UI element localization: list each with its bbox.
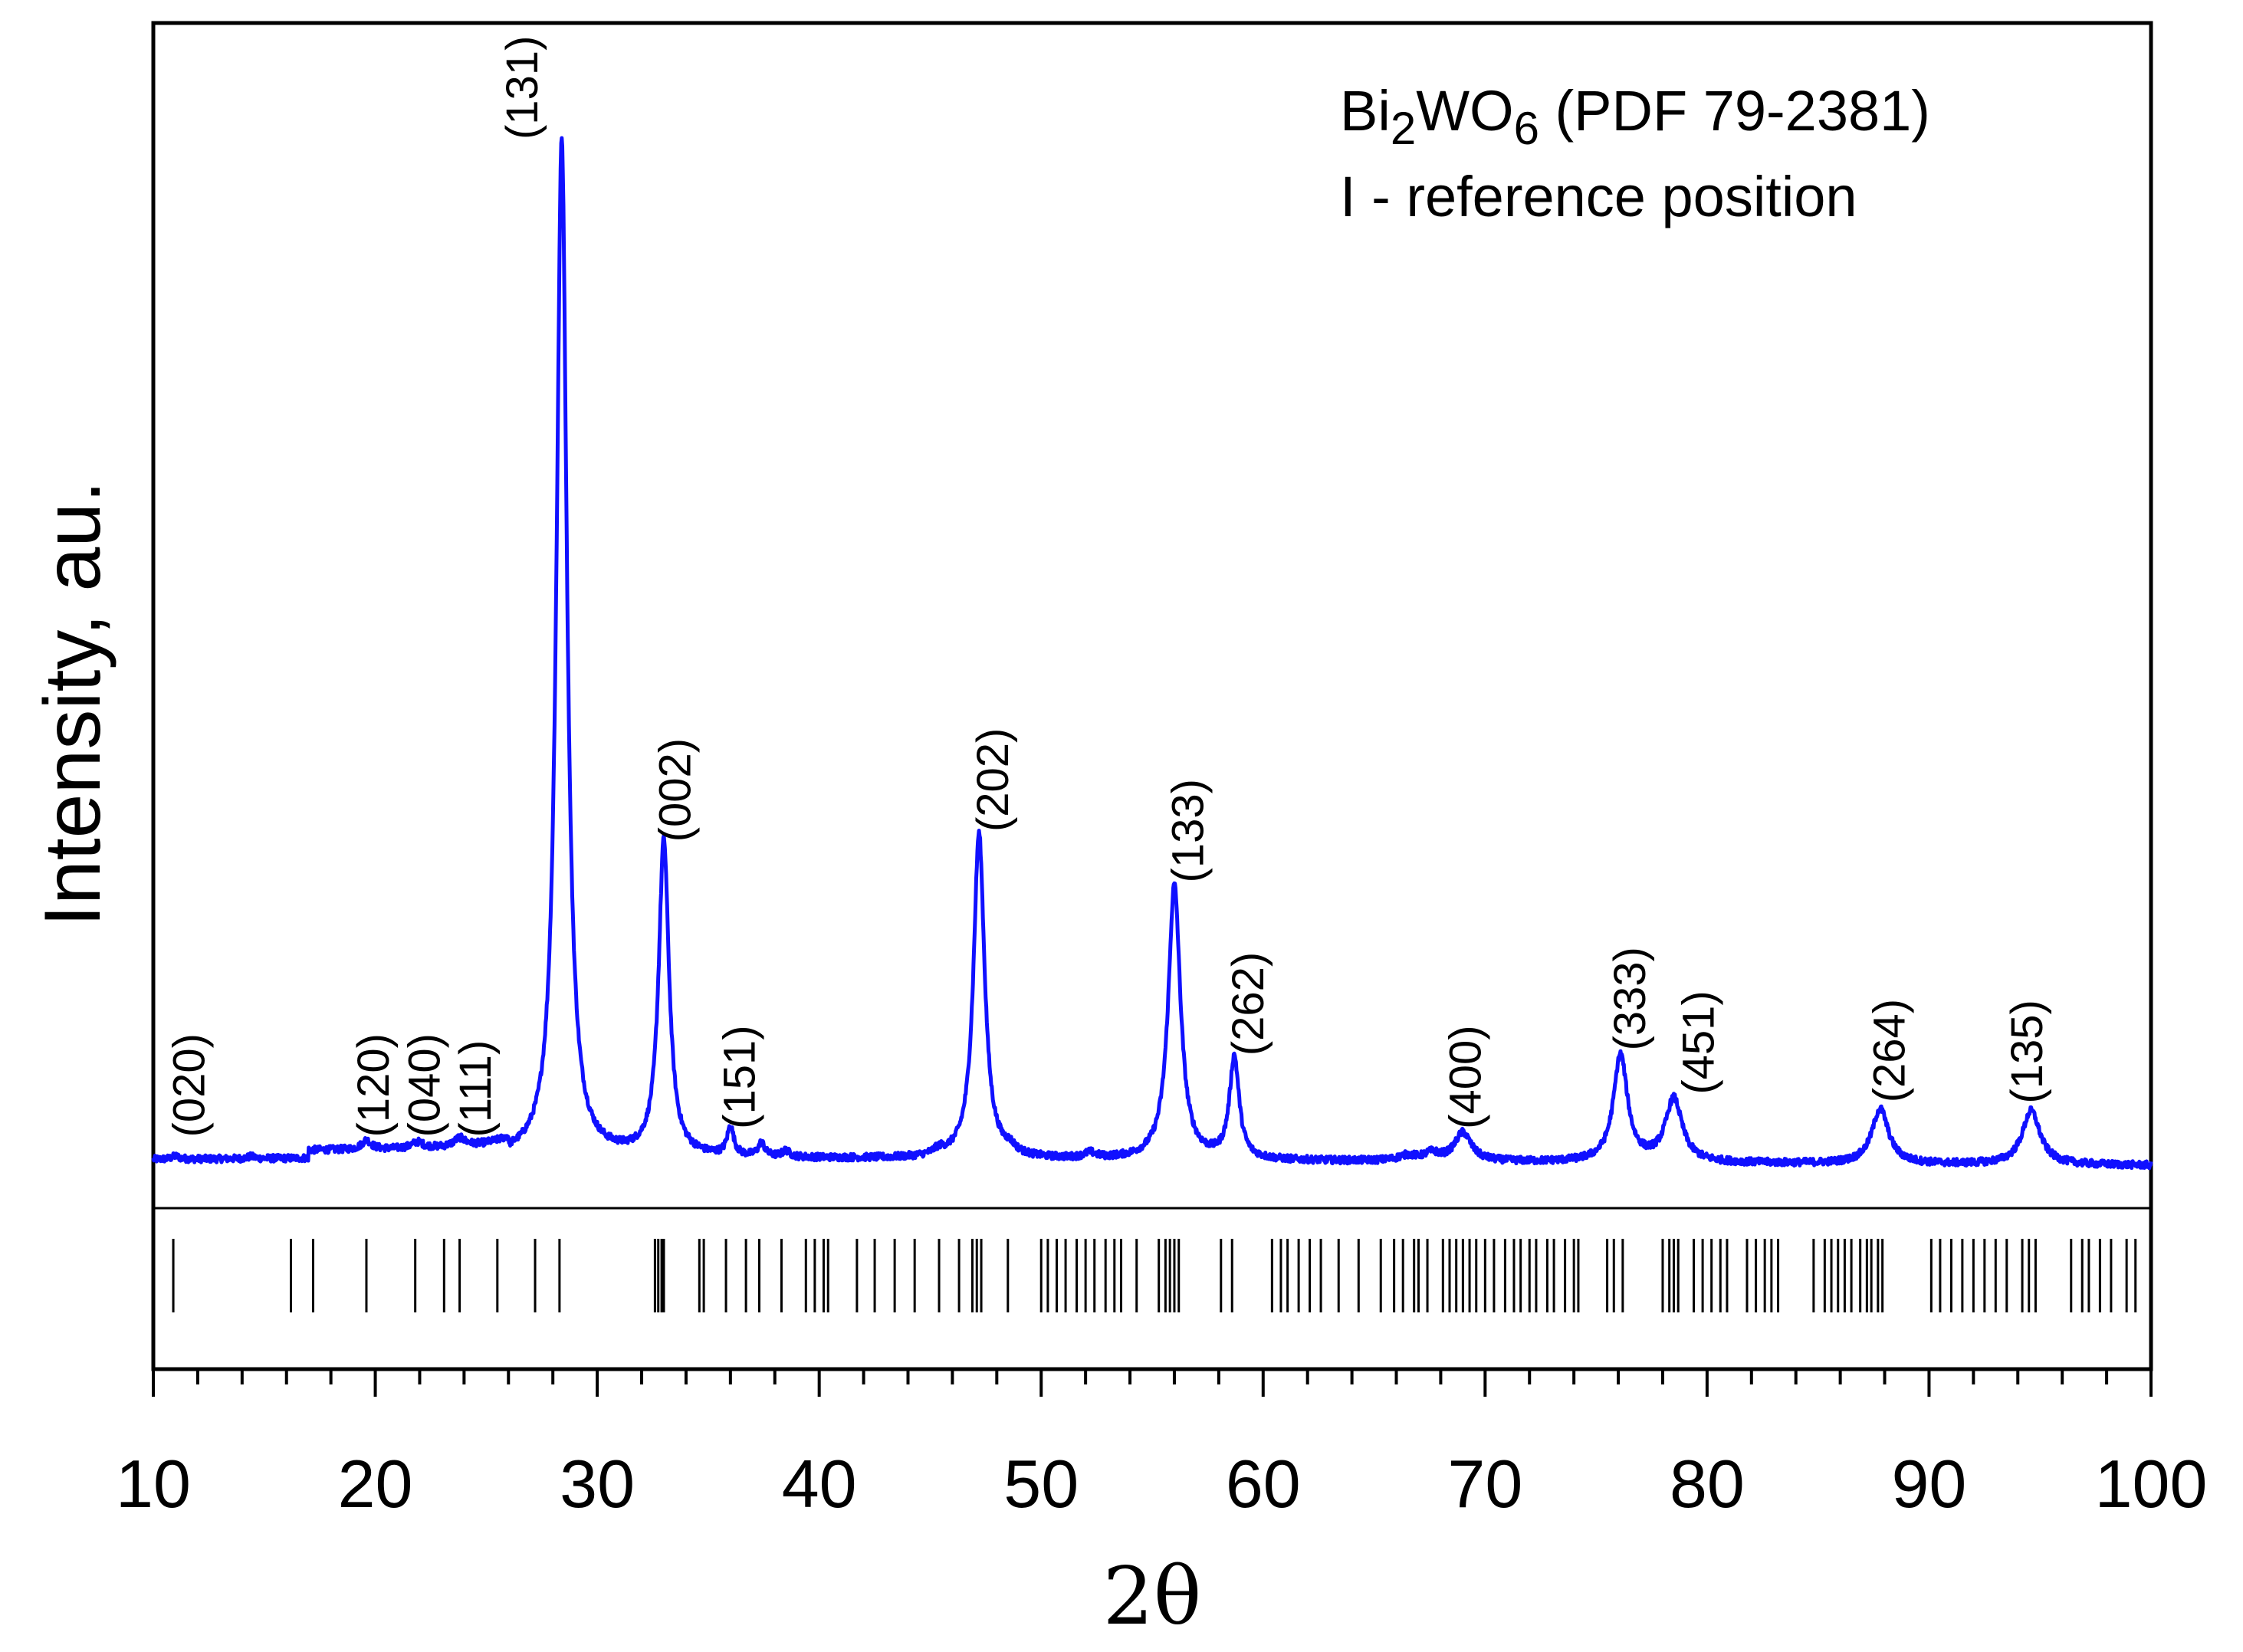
x-tick-label: 20	[338, 1446, 413, 1522]
x-tick-label: 100	[2095, 1446, 2208, 1522]
series-line	[151, 136, 2153, 1171]
peak-label: (040)	[400, 1033, 450, 1137]
x-tick-label: 50	[1003, 1446, 1079, 1522]
peak-label: (451)	[1674, 990, 1724, 1094]
peak-label: (133)	[1164, 779, 1213, 882]
x-tick-label: 80	[1670, 1446, 1745, 1522]
peak-label: (131)	[498, 36, 547, 140]
plot-frame	[151, 21, 2153, 1371]
peak-label: (111)	[451, 1040, 501, 1138]
legend-compound-sub1: 2	[1391, 103, 1416, 154]
peak-label: (135)	[2002, 1000, 2052, 1103]
y-axis-title: Intensity, au.	[28, 481, 117, 927]
peak-label: (262)	[1223, 952, 1273, 1056]
plot-border	[151, 21, 2153, 1371]
legend-compound-rest: (PDF 79-2381)	[1539, 79, 1930, 143]
legend-compound-mid: WO	[1416, 79, 1513, 143]
peak-label: (002)	[651, 738, 701, 842]
peak-label: (400)	[1441, 1025, 1491, 1128]
peak-label: (202)	[968, 728, 1018, 832]
x-axis-tick-labels: 10 20 30 40 50 60 70 80 90 100	[116, 1446, 2207, 1522]
x-tick-label: 10	[116, 1446, 191, 1522]
legend-note: I - reference position	[1340, 165, 1857, 228]
legend-compound-base: Bi	[1340, 79, 1391, 143]
legend-compound: Bi2WO6 (PDF 79-2381)	[1340, 79, 1930, 154]
peak-label: (120)	[349, 1033, 399, 1137]
x-tick-label: 70	[1447, 1446, 1522, 1522]
x-axis-ticks	[152, 1369, 2153, 1397]
x-tick-label: 60	[1226, 1446, 1301, 1522]
peak-label: (151)	[715, 1025, 765, 1128]
x-axis-title: 2θ	[1103, 1549, 1202, 1643]
peak-labels: (020) (120) (040) (111) (131) (002) (151) (202)…	[165, 36, 2053, 1138]
peak-label: (264)	[1865, 999, 1915, 1102]
peak-label: (020)	[165, 1033, 215, 1137]
x-tick-label: 30	[560, 1446, 635, 1522]
x-tick-label: 40	[782, 1446, 857, 1522]
x-tick-label: 90	[1891, 1446, 1966, 1522]
peak-label: (333)	[1605, 947, 1655, 1050]
reference-positions	[172, 1239, 2137, 1312]
legend-compound-sub2: 6	[1514, 103, 1539, 154]
